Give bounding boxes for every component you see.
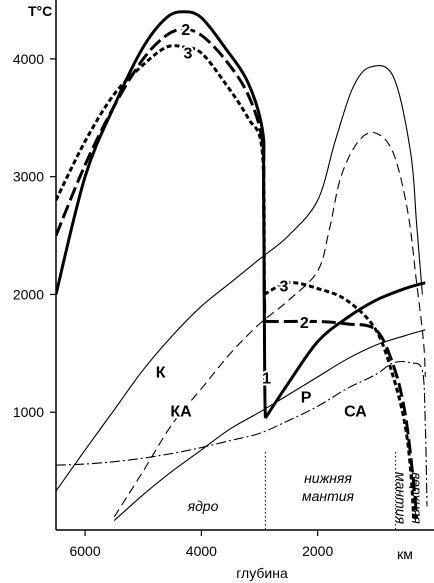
curve-label-0: 2 (181, 22, 190, 39)
series-0-group (56, 10, 426, 419)
series-6-group (56, 360, 428, 507)
series-line-3-0 (56, 64, 423, 492)
y-tick-label-1: 2000 (13, 286, 44, 302)
y-tick-label-3: 4000 (13, 51, 44, 67)
curve-label-3: 2 (300, 315, 309, 332)
curve-label-5: К (156, 365, 166, 382)
series-line-5-0 (113, 329, 426, 522)
series-5-group (113, 329, 426, 522)
series-4-group (113, 131, 426, 518)
x-tick-label-2: 2000 (302, 543, 333, 559)
label-layer: 2 3 3 2 1 К КА Р СА ядро нижняя мантия верхняямантия (154, 20, 425, 525)
y-tick-label-0: 1000 (13, 404, 44, 420)
series-layer (56, 10, 428, 522)
series-3-group (56, 64, 423, 492)
x-tick-label-1: 4000 (186, 543, 217, 559)
axis-layer (55, 0, 434, 531)
series-line-4-0 (113, 131, 426, 518)
x-axis-unit: км (397, 546, 413, 562)
y-tick-label-2: 3000 (13, 169, 44, 185)
series-line-1-0 (56, 27, 267, 322)
series-line-0-0 (56, 10, 267, 419)
tick-layer: 6000 4000 2000 1000 2000 3000 4000 (13, 51, 334, 559)
x-tick-label-0: 6000 (69, 543, 100, 559)
x-axis-title: глубина (236, 565, 288, 581)
series-1-group (56, 27, 419, 519)
series-line-2-1 (263, 281, 416, 519)
zone-label-upper-mantle: верхняямантия (393, 472, 425, 525)
curve-label-8: СА (344, 403, 367, 420)
boundary-layer (264, 452, 397, 530)
curve-label-1: 3 (184, 45, 193, 62)
curve-label-7: Р (301, 389, 312, 406)
series-2-group (56, 44, 416, 519)
zone-label-core: ядро (187, 498, 219, 514)
zone-label-lower-mantle: нижняя мантия (302, 470, 355, 504)
y-axis-title: T°C (28, 3, 52, 19)
series-line-1-1 (264, 319, 419, 519)
curve-label-4: 1 (262, 370, 271, 387)
series-line-0-1 (264, 281, 426, 419)
curve-label-6: КА (170, 403, 192, 420)
series-line-6-0 (56, 360, 428, 507)
series-line-2-0 (56, 44, 266, 295)
curve-label-2: 3 (280, 279, 289, 296)
